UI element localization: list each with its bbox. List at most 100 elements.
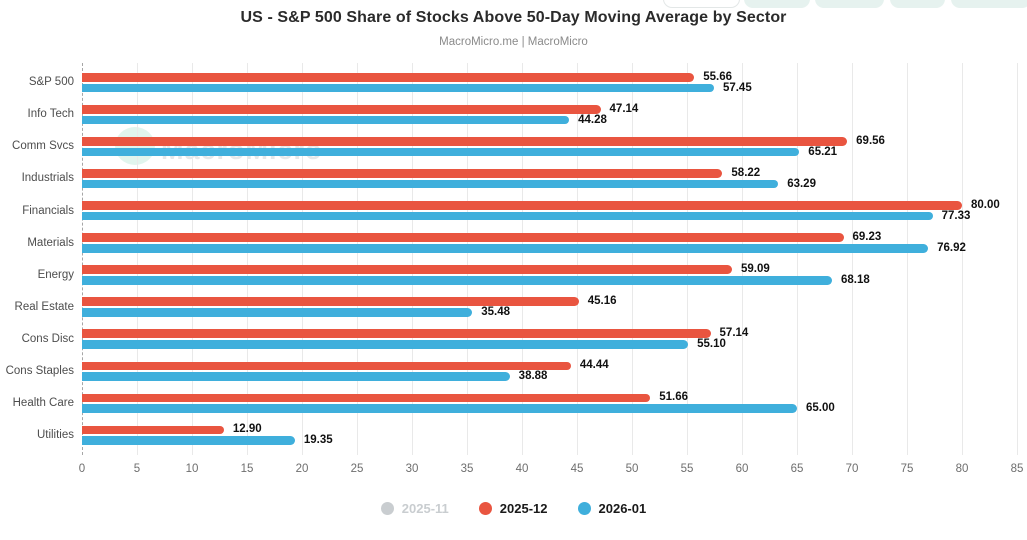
gridline bbox=[797, 63, 798, 455]
bar-2026-01 bbox=[82, 372, 510, 381]
bar-2026-01 bbox=[82, 340, 689, 349]
gridline bbox=[137, 63, 138, 455]
x-tick-label: 30 bbox=[405, 463, 419, 475]
chart-subtitle: MacroMicro.me | MacroMicro bbox=[439, 36, 588, 48]
bar-2025-12 bbox=[82, 425, 224, 435]
gridline bbox=[577, 63, 578, 455]
gridline bbox=[247, 63, 248, 455]
value-label: 65.00 bbox=[806, 402, 835, 415]
bar-2026-01 bbox=[82, 436, 295, 445]
bar-2026-01 bbox=[82, 179, 779, 189]
bar-2026-01 bbox=[82, 404, 797, 413]
bar-2025-12 bbox=[82, 265, 732, 274]
legend-label: 2025-11 bbox=[401, 501, 449, 516]
gridline bbox=[357, 63, 358, 455]
gridline bbox=[687, 63, 688, 455]
category-label: Materials bbox=[27, 236, 74, 249]
x-tick-label: 60 bbox=[735, 463, 749, 475]
x-tick-label: 75 bbox=[900, 463, 914, 475]
value-label: 19.35 bbox=[303, 434, 333, 447]
toolbar-button[interactable] bbox=[951, 0, 1027, 8]
bar-2026-01 bbox=[82, 115, 570, 125]
toolbar-button[interactable] bbox=[890, 0, 945, 8]
value-label: 68.18 bbox=[840, 273, 870, 286]
value-label: 51.66 bbox=[659, 391, 689, 404]
x-tick-label: 55 bbox=[680, 463, 694, 475]
value-label: 69.23 bbox=[852, 231, 882, 244]
bar-2025-12 bbox=[82, 233, 844, 242]
value-label: 55.10 bbox=[697, 337, 726, 350]
category-label: S&P 500 bbox=[28, 76, 74, 89]
zero-axis-line bbox=[82, 63, 83, 455]
value-label: 76.92 bbox=[937, 241, 966, 254]
bar-2026-01 bbox=[82, 211, 933, 221]
value-label: 38.88 bbox=[518, 370, 548, 383]
toolbar-button[interactable] bbox=[663, 0, 740, 8]
x-axis: 0 5 10 15 20 25 30 35 40 45 50 55 60 65 70 75 80 85 bbox=[0, 463, 1027, 479]
value-label: 58.22 bbox=[731, 166, 761, 179]
category-label: Comm Svcs bbox=[12, 140, 74, 153]
x-tick-label: 65 bbox=[790, 463, 804, 475]
value-label: 69.56 bbox=[856, 134, 885, 147]
legend-label: 2025-12 bbox=[499, 501, 548, 516]
bar-2026-01 bbox=[82, 276, 832, 285]
category-label: Cons Disc bbox=[21, 332, 74, 345]
x-tick-label: 70 bbox=[845, 463, 859, 475]
value-label: 12.90 bbox=[232, 423, 262, 436]
x-tick-label: 10 bbox=[185, 463, 199, 475]
x-tick-label: 5 bbox=[133, 463, 141, 475]
value-label: 57.45 bbox=[722, 81, 752, 94]
x-tick-label: 35 bbox=[460, 463, 474, 475]
value-label: 80.00 bbox=[971, 199, 1000, 212]
value-label: 47.14 bbox=[609, 102, 639, 115]
toolbar-button[interactable] bbox=[744, 0, 810, 8]
value-label: 63.29 bbox=[787, 177, 816, 190]
gridline bbox=[1017, 63, 1018, 455]
x-tick-label: 40 bbox=[515, 463, 529, 475]
x-tick-label: 25 bbox=[350, 463, 364, 475]
value-label: 35.48 bbox=[481, 305, 511, 318]
legend-item-2026-01[interactable]: 2026-01 bbox=[577, 501, 647, 516]
bar-2025-12 bbox=[82, 201, 962, 210]
legend-item-2025-12[interactable]: 2025-12 bbox=[478, 501, 548, 516]
gridline bbox=[742, 63, 743, 455]
x-tick-label: 85 bbox=[1010, 463, 1024, 475]
value-label: 45.16 bbox=[587, 295, 617, 308]
legend-item-2025-11[interactable]: 2025-11 bbox=[380, 501, 449, 516]
legend-label: 2026-01 bbox=[598, 501, 647, 516]
gridline bbox=[522, 63, 523, 455]
category-label: Energy bbox=[37, 268, 74, 281]
category-label: Health Care bbox=[12, 396, 74, 409]
value-label: 59.09 bbox=[740, 263, 770, 276]
gridline bbox=[632, 63, 633, 455]
toolbar-button[interactable] bbox=[815, 0, 884, 8]
x-tick-label: 50 bbox=[625, 463, 639, 475]
gridline bbox=[852, 63, 853, 455]
x-tick-label: 0 bbox=[78, 463, 86, 475]
category-label: Financials bbox=[22, 204, 74, 217]
bar-2025-12 bbox=[82, 137, 848, 146]
gridline bbox=[907, 63, 908, 455]
x-tick-label: 80 bbox=[955, 463, 969, 475]
bar-2025-12 bbox=[82, 297, 579, 306]
bar-2025-12 bbox=[82, 169, 723, 178]
value-label: 44.44 bbox=[579, 359, 609, 372]
legend: 2025-11 2025-12 2026-01 bbox=[0, 501, 1027, 516]
x-tick-label: 45 bbox=[570, 463, 584, 475]
category-label: Cons Staples bbox=[5, 364, 74, 377]
legend-dot-icon bbox=[478, 502, 492, 515]
category-label: Utilities bbox=[36, 428, 74, 441]
bar-2025-12 bbox=[82, 361, 571, 371]
bar-2026-01 bbox=[82, 308, 473, 317]
value-label: 57.14 bbox=[719, 327, 749, 340]
bar-2025-12 bbox=[82, 73, 695, 82]
legend-dot-icon bbox=[577, 502, 591, 515]
gridline bbox=[302, 63, 303, 455]
bar-2026-01 bbox=[82, 147, 800, 157]
gridline bbox=[962, 63, 963, 455]
bar-2025-12 bbox=[82, 393, 651, 403]
category-label: Info Tech bbox=[27, 108, 74, 121]
category-label: Real Estate bbox=[14, 300, 74, 313]
